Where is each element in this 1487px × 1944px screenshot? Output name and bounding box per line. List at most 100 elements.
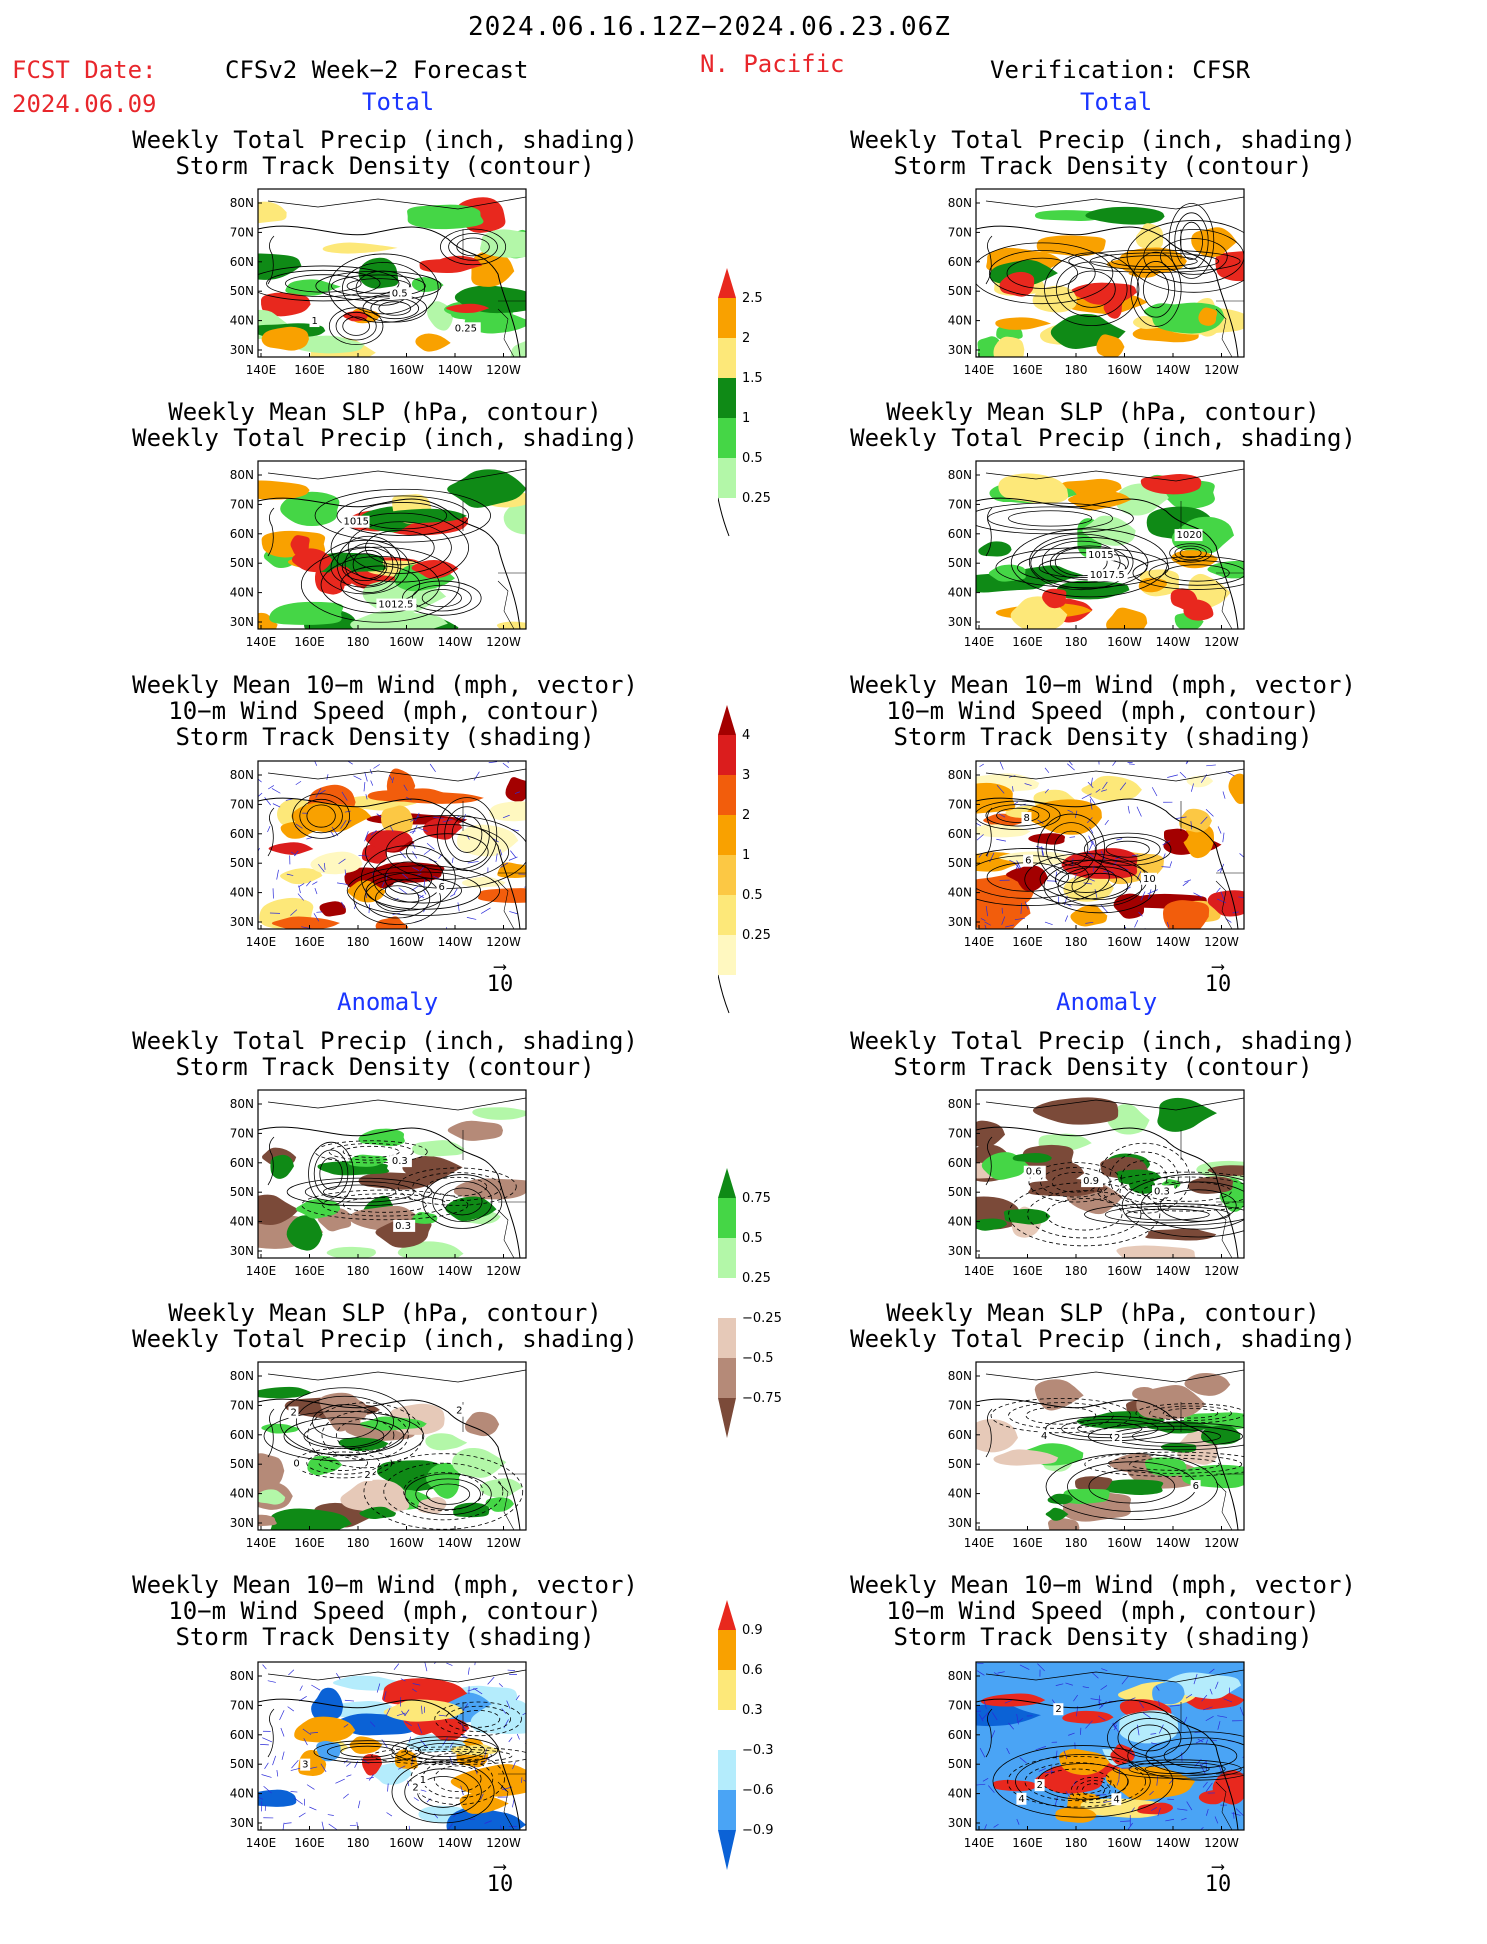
title-line: Weekly Total Precip (inch, shading)	[130, 1326, 640, 1352]
title-v-total-precip: Weekly Total Precip (inch, shading)Storm…	[848, 127, 1358, 179]
colorbar-segment	[718, 418, 736, 458]
lat-tick-label: 60N	[230, 1428, 254, 1442]
lon-tick-label: 160E	[294, 935, 325, 949]
title-line: Storm Track Density (contour)	[130, 1054, 640, 1080]
vector-ref-label: 10	[487, 972, 514, 997]
colorbar-segment	[718, 935, 736, 975]
lon-tick-label: 120W	[486, 1536, 521, 1550]
title-f-anom-slp: Weekly Mean SLP (hPa, contour)Weekly Tot…	[130, 1300, 640, 1352]
colorbar-segment	[718, 1318, 736, 1358]
lon-tick-label: 140W	[1156, 635, 1191, 649]
lat-tick-label: 40N	[948, 1487, 972, 1501]
region-label: N. Pacific	[700, 50, 845, 78]
contour-label: 1012.5	[378, 600, 413, 611]
title-line: Weekly Mean SLP (hPa, contour)	[130, 399, 640, 425]
lat-tick-label: 30N	[230, 343, 254, 357]
fcst-date-label: FCST Date:	[12, 56, 157, 84]
map-layer: 0.90.60.3	[949, 1090, 1248, 1266]
shade-region	[478, 888, 530, 903]
arrow-right-icon: ⟶	[1198, 962, 1238, 972]
lon-tick-label: 160W	[389, 363, 424, 377]
contour-label: 0.25	[455, 323, 477, 334]
lat-tick-label: 50N	[230, 284, 254, 298]
colorbar-label: 0.5	[742, 1231, 763, 1246]
lon-tick-label: 140W	[1156, 1836, 1191, 1850]
colorbar-segment	[718, 1670, 736, 1710]
shade-region	[1152, 1681, 1185, 1704]
title-line: 10−m Wind Speed (mph, contour)	[828, 698, 1378, 724]
lon-tick-label: 160W	[1107, 363, 1142, 377]
title-line: Weekly Total Precip (inch, shading)	[848, 127, 1358, 153]
lat-tick-label: 60N	[230, 1728, 254, 1742]
lon-tick-label: 160W	[1107, 1536, 1142, 1550]
lon-tick-label: 180	[347, 1536, 370, 1550]
lat-tick-label: 80N	[230, 196, 254, 210]
title-line: Storm Track Density (shading)	[828, 724, 1378, 750]
lon-tick-label: 140E	[964, 1264, 995, 1278]
lat-tick-label: 80N	[948, 468, 972, 482]
lon-tick-label: 160W	[389, 1836, 424, 1850]
lat-tick-label: 30N	[230, 1816, 254, 1830]
lat-tick-label: 40N	[948, 1787, 972, 1801]
title-line: Storm Track Density (contour)	[130, 153, 640, 179]
lat-tick-label: 50N	[230, 856, 254, 870]
lon-tick-label: 180	[1065, 1536, 1088, 1550]
title-v-anom-precip: Weekly Total Precip (inch, shading)Storm…	[848, 1028, 1358, 1080]
colorbar-label: −0.6	[742, 1783, 774, 1798]
contour-label: 2	[1037, 1780, 1043, 1791]
colorbar-segment	[718, 855, 736, 895]
lon-tick-label: 140W	[438, 1536, 473, 1550]
colorbar-label: −0.25	[742, 1311, 782, 1326]
colorbar-tip-bottom	[718, 1830, 736, 1870]
lon-tick-label: 160W	[1107, 1836, 1142, 1850]
contour-label: 0.3	[395, 1221, 411, 1232]
forecast-anomaly-label: Anomaly	[337, 988, 438, 1016]
lat-tick-label: 40N	[230, 886, 254, 900]
lat-tick-label: 80N	[230, 1669, 254, 1683]
lat-tick-label: 70N	[948, 1126, 972, 1140]
lon-tick-label: 160W	[1107, 935, 1142, 949]
contour-label: 2	[364, 1470, 370, 1481]
lon-tick-label: 160W	[389, 1264, 424, 1278]
title-v-anom-wind: Weekly Mean 10−m Wind (mph, vector)10−m …	[828, 1572, 1378, 1650]
shade-region	[407, 205, 483, 230]
title-f-anom-precip: Weekly Total Precip (inch, shading)Storm…	[130, 1028, 640, 1080]
arrow-right-icon: ⟶	[480, 1862, 520, 1872]
colorbar-segment	[718, 1358, 736, 1398]
colorbar-segment	[718, 775, 736, 815]
contour-label: 2	[1114, 1433, 1120, 1444]
title-line: Storm Track Density (shading)	[828, 1624, 1378, 1650]
lon-tick-label: 180	[1065, 635, 1088, 649]
title-line: Weekly Total Precip (inch, shading)	[848, 425, 1358, 451]
title-line: Weekly Mean SLP (hPa, contour)	[848, 399, 1358, 425]
title-v-total-wind: Weekly Mean 10−m Wind (mph, vector)10−m …	[828, 672, 1378, 750]
contour-label: 1	[311, 316, 317, 327]
lat-tick-label: 80N	[948, 196, 972, 210]
lat-tick-label: 30N	[948, 1816, 972, 1830]
contour-label: 2	[412, 1782, 418, 1793]
lon-tick-label: 160W	[389, 935, 424, 949]
shade-region	[1048, 1518, 1079, 1538]
arrow-right-icon: ⟶	[480, 962, 520, 972]
lon-tick-label: 120W	[486, 635, 521, 649]
lat-tick-label: 40N	[230, 586, 254, 600]
title-line: Weekly Total Precip (inch, shading)	[848, 1028, 1358, 1054]
lat-tick-label: 50N	[948, 1185, 972, 1199]
lat-tick-label: 60N	[948, 1156, 972, 1170]
lon-tick-label: 160W	[1107, 1264, 1142, 1278]
vector-ref-f-total: ⟶10	[480, 962, 520, 997]
period-title: 2024.06.16.12Z−2024.06.23.06Z	[468, 12, 951, 42]
lat-tick-label: 70N	[230, 797, 254, 811]
lon-tick-label: 140W	[438, 1836, 473, 1850]
contour-label: 4	[1018, 1794, 1024, 1805]
title-line: 10−m Wind Speed (mph, contour)	[110, 698, 660, 724]
title-line: Weekly Total Precip (inch, shading)	[848, 1326, 1358, 1352]
